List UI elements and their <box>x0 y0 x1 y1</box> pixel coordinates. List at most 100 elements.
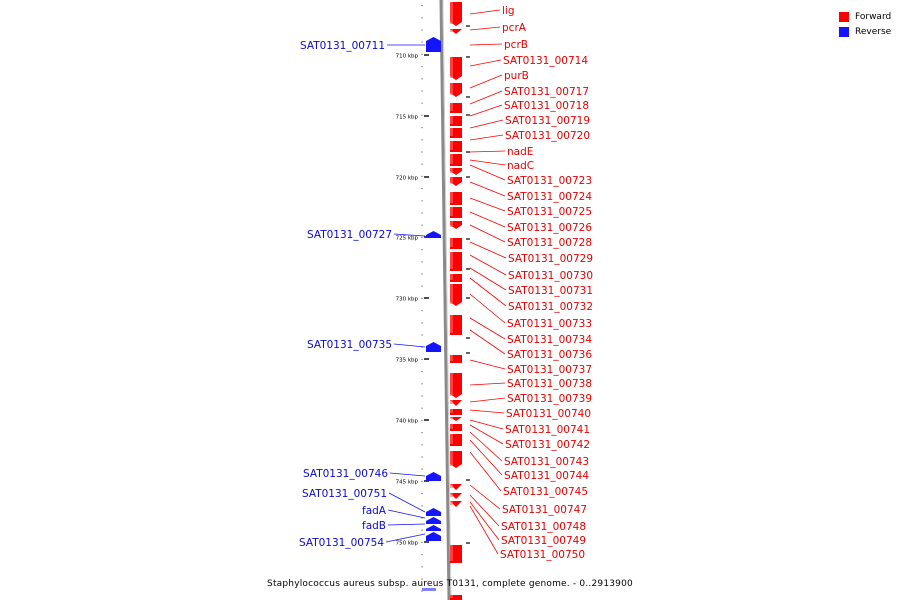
forward-gene-label: SAT0131_00741 <box>505 424 590 436</box>
forward-label-leader <box>469 293 506 324</box>
forward-gene-shade <box>450 434 453 444</box>
legend-forward: Forward <box>839 9 891 24</box>
forward-gene-label: SAT0131_00728 <box>507 237 592 249</box>
reverse-label-leader <box>389 472 426 477</box>
minor-tick <box>421 395 423 397</box>
forward-label-leader <box>469 159 506 166</box>
forward-label-leader <box>469 382 506 386</box>
legend-reverse-label: Reverse <box>855 26 892 37</box>
forward-gene-shade <box>450 409 453 413</box>
forward-gene-label: SAT0131_00745 <box>503 486 588 498</box>
minor-tick <box>421 334 423 336</box>
reverse-gene-block <box>426 37 441 52</box>
forward-gene-shade <box>450 141 453 150</box>
reverse-label-leader <box>385 533 426 543</box>
forward-label-leader <box>469 26 501 31</box>
forward-label-leader <box>469 424 504 445</box>
forward-gene-label: SAT0131_00748 <box>501 521 586 533</box>
forward-gene-label: SAT0131_00736 <box>507 349 592 361</box>
scale-label: 730 kbp <box>396 297 419 303</box>
forward-gene-shade <box>450 2 453 24</box>
minor-tick <box>421 127 423 129</box>
forward-gene-shade <box>450 484 453 488</box>
forward-label-leader <box>469 241 507 259</box>
forward-gene-label: SAT0131_00732 <box>508 301 593 313</box>
minor-tick <box>421 310 423 312</box>
minor-tick <box>421 456 423 458</box>
minor-tick <box>421 261 423 263</box>
minor-tick <box>421 273 423 275</box>
forward-label-leader <box>469 254 507 276</box>
forward-gene-label: SAT0131_00739 <box>507 393 592 405</box>
forward-gene-shade <box>450 154 453 164</box>
forward-label-leader <box>469 505 499 555</box>
reverse-label-leader <box>387 523 426 526</box>
forward-gene-label: SAT0131_00714 <box>503 55 588 67</box>
minor-tick <box>421 66 423 68</box>
forward-gene-label: SAT0131_00733 <box>507 318 592 330</box>
minor-tick <box>421 322 423 324</box>
forward-gene-shade <box>450 424 453 429</box>
forward-gene-shade <box>450 373 453 396</box>
reverse-gene-label: SAT0131_00746 <box>303 468 388 480</box>
minor-tick <box>421 358 423 360</box>
forward-label-leader <box>469 484 501 510</box>
forward-gene-shade <box>450 284 453 304</box>
forward-label-leader <box>469 197 506 212</box>
minor-tick <box>421 17 423 19</box>
forward-label-leader <box>469 104 503 117</box>
forward-gene-label: SAT0131_00734 <box>507 334 592 346</box>
forward-gene-label: SAT0131_00718 <box>504 100 589 112</box>
forward-gene-label: purB <box>504 70 529 82</box>
forward-gene-label: SAT0131_00730 <box>508 270 593 282</box>
minor-tick <box>421 505 423 507</box>
minor-tick <box>421 432 423 434</box>
scale-label: 740 kbp <box>396 419 419 425</box>
forward-gene-shade <box>450 29 453 32</box>
forward-swatch <box>839 11 849 22</box>
genome-backbone-highlight <box>442 0 452 600</box>
forward-gene-label: SAT0131_00749 <box>501 535 586 547</box>
forward-gene-shade <box>450 252 453 269</box>
minor-tick <box>421 200 423 202</box>
reverse-swatch <box>839 26 849 37</box>
forward-gene-label: SAT0131_00719 <box>505 115 590 127</box>
forward-label-leader <box>469 277 507 307</box>
legend-forward-label: Forward <box>855 11 892 22</box>
forward-gene-shade <box>450 400 453 404</box>
forward-gene-shade <box>450 221 453 227</box>
minor-tick <box>421 188 423 190</box>
reverse-gene-block <box>426 532 441 541</box>
forward-label-leader <box>469 501 500 541</box>
forward-gene-shade <box>450 595 453 598</box>
forward-gene-shade <box>450 451 453 466</box>
forward-gene-label: lig <box>502 5 515 17</box>
forward-gene-shade <box>450 177 453 184</box>
minor-tick <box>421 554 423 556</box>
forward-gene-shade <box>450 168 453 173</box>
minor-tick <box>421 541 423 543</box>
forward-gene-label: SAT0131_00724 <box>507 191 592 203</box>
scale-label: 735 kbp <box>396 358 419 364</box>
minor-tick <box>421 285 423 287</box>
forward-gene-shade <box>450 417 453 419</box>
minor-tick <box>421 383 423 385</box>
forward-label-leader <box>469 224 506 243</box>
minor-tick <box>421 78 423 80</box>
forward-label-leader <box>469 397 506 403</box>
minor-tick <box>421 468 423 470</box>
forward-label-leader <box>469 150 506 153</box>
reverse-gene-label: SAT0131_00751 <box>302 488 387 500</box>
minor-tick <box>421 53 423 55</box>
forward-gene-shade <box>450 116 453 124</box>
minor-tick <box>421 163 423 165</box>
forward-gene-shade <box>450 493 453 497</box>
minor-tick <box>421 29 423 31</box>
forward-label-leader <box>469 181 506 197</box>
forward-label-leader <box>469 119 504 129</box>
forward-gene-shade <box>450 355 453 361</box>
legend: Forward Reverse <box>839 9 891 39</box>
reverse-gene-block <box>426 517 441 524</box>
forward-gene-label: SAT0131_00725 <box>507 206 592 218</box>
minor-tick <box>421 566 423 568</box>
